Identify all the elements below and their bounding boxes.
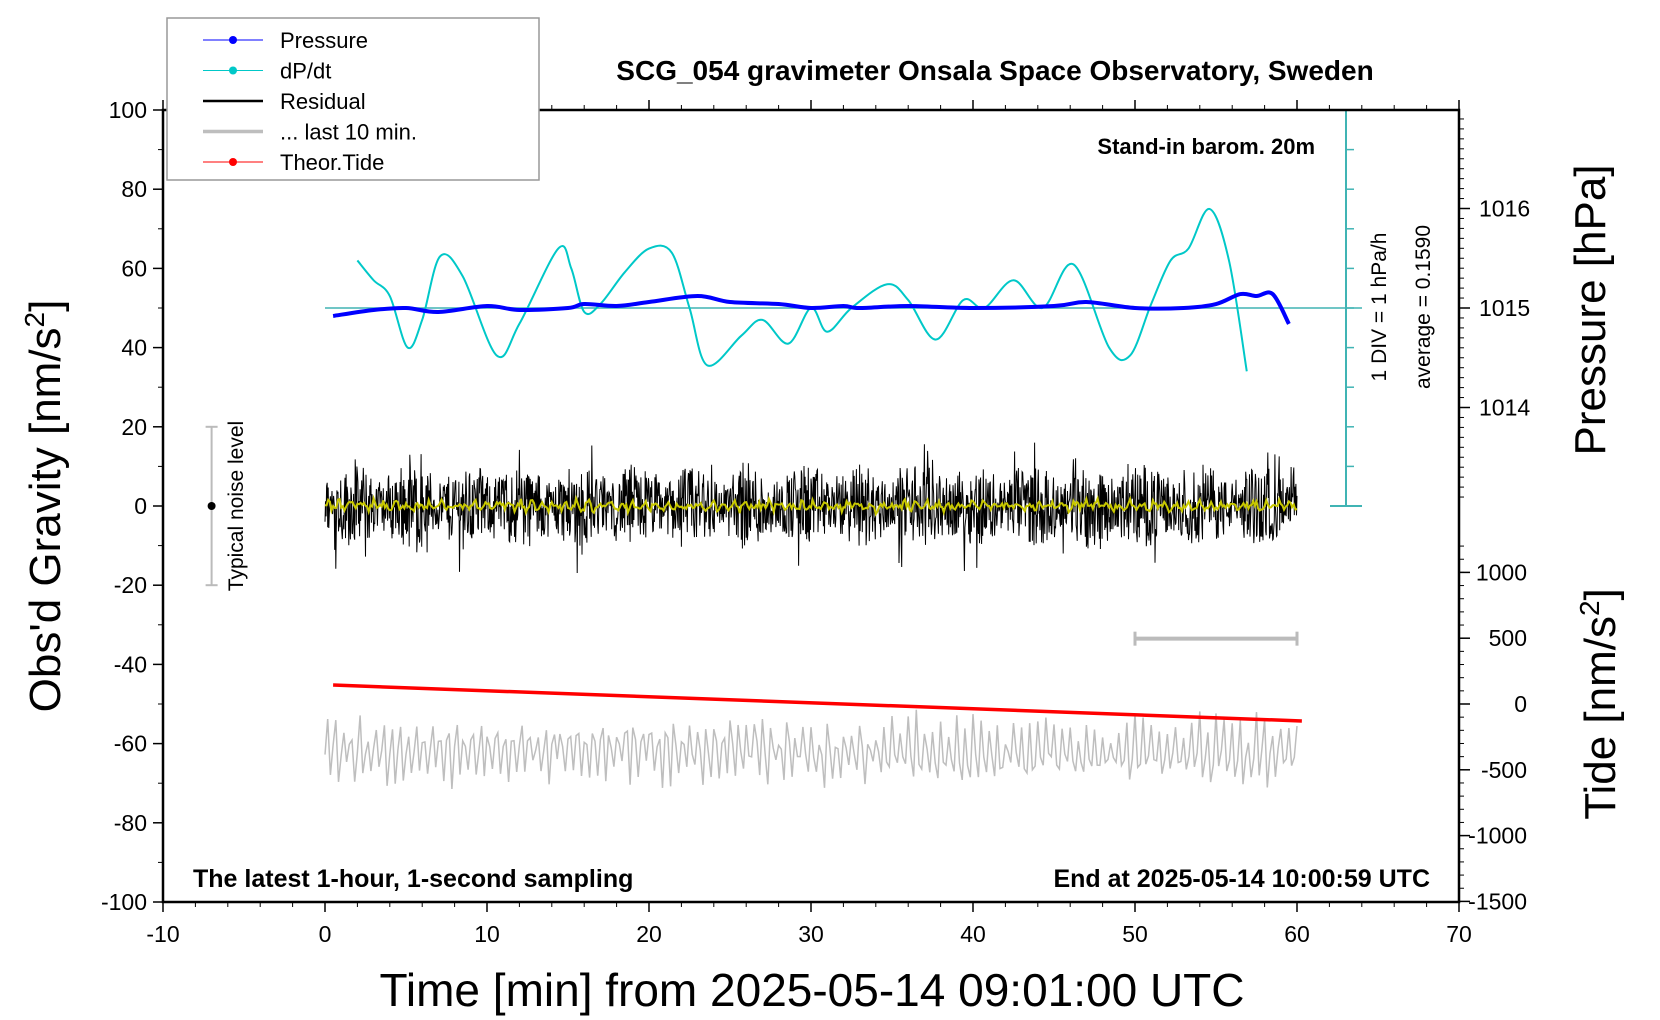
plot-frame bbox=[161, 108, 1461, 904]
y-tick-label: 20 bbox=[121, 414, 147, 440]
tide-tick-label: 500 bbox=[1489, 625, 1527, 651]
axis-ticks: -10 0 10 20 30 40 50 60 70100806040200-20-40-60-… bbox=[101, 97, 1530, 947]
x-tick-label: 20 bbox=[636, 921, 662, 947]
x-tick-label: 60 bbox=[1284, 921, 1310, 947]
x-tick-label: 70 bbox=[1446, 921, 1472, 947]
end-time-note: End at 2025-05-14 10:00:59 UTC bbox=[1053, 865, 1430, 893]
average-note: average = 0.1590 bbox=[1412, 225, 1435, 389]
x-tick-label: 0 bbox=[319, 921, 332, 947]
y-axis-label-pressure: Pressure [hPa] bbox=[1566, 164, 1615, 455]
y-tick-label: -40 bbox=[114, 651, 147, 677]
tide-series bbox=[333, 683, 1302, 723]
x-axis-label: Time [min] from 2025-05-14 09:01:00 UTC bbox=[380, 964, 1245, 1016]
x-tick-label: -10 bbox=[146, 921, 179, 947]
div-note: 1 DIV = 1 hPa/h bbox=[1368, 233, 1391, 382]
y-axis-label-gravity: Obs'd Gravity [nm/s2] bbox=[19, 300, 70, 713]
y-tick-label: 0 bbox=[134, 493, 147, 519]
last10-series bbox=[324, 709, 1298, 790]
y-tick-label: -20 bbox=[114, 572, 147, 598]
tide-tick-label: -1500 bbox=[1468, 888, 1527, 914]
series-layer bbox=[205, 109, 1362, 790]
barometer-note: Stand-in barom. 20m bbox=[1097, 134, 1315, 159]
tide-tick-label: -1000 bbox=[1468, 823, 1527, 849]
tide-tick-label: 0 bbox=[1514, 691, 1527, 717]
legend: Pressure dP/dt Residual ... last 10 min. The… bbox=[166, 17, 540, 181]
y-tick-label: 100 bbox=[109, 97, 147, 123]
legend-label: ... last 10 min. bbox=[280, 120, 417, 145]
legend-marker bbox=[229, 36, 237, 44]
legend-label: dP/dt bbox=[280, 59, 331, 84]
y-tick-label: 60 bbox=[121, 255, 147, 281]
y-tick-label: -80 bbox=[114, 810, 147, 836]
pressure-tick-label: 1016 bbox=[1479, 196, 1530, 222]
pressure-series bbox=[332, 290, 1291, 325]
y-tick-label: 80 bbox=[121, 176, 147, 202]
residual-series bbox=[324, 442, 1298, 574]
residual-smoothed-series bbox=[324, 494, 1298, 517]
tide-tick-label: -500 bbox=[1481, 757, 1527, 783]
noise-bar-dot bbox=[207, 502, 216, 510]
noise-label: Typical noise level bbox=[225, 421, 248, 591]
y-tick-label: 40 bbox=[121, 335, 147, 361]
x-tick-label: 50 bbox=[1122, 921, 1148, 947]
legend-marker bbox=[229, 66, 237, 75]
y-tick-label: -60 bbox=[114, 731, 147, 757]
x-tick-label: 30 bbox=[798, 921, 824, 947]
legend-label: Residual bbox=[280, 89, 366, 114]
legend-label: Pressure bbox=[280, 28, 368, 53]
chart-title: SCG_054 gravimeter Onsala Space Observat… bbox=[616, 55, 1373, 86]
pressure-tick-label: 1014 bbox=[1479, 395, 1530, 421]
y-tick-label: -100 bbox=[101, 889, 147, 915]
x-tick-label: 10 bbox=[474, 921, 500, 947]
dpdt-series bbox=[356, 207, 1248, 372]
y-axis-label-tide: Tide [nm/s2] bbox=[1574, 588, 1625, 820]
legend-label: Theor.Tide bbox=[280, 150, 384, 175]
legend-marker bbox=[229, 158, 237, 166]
pressure-tick-label: 1015 bbox=[1479, 295, 1530, 321]
sampling-note: The latest 1-hour, 1-second sampling bbox=[193, 865, 633, 893]
x-tick-label: 40 bbox=[960, 921, 986, 947]
legend-box bbox=[166, 17, 540, 181]
tide-tick-label: 1000 bbox=[1476, 559, 1527, 585]
